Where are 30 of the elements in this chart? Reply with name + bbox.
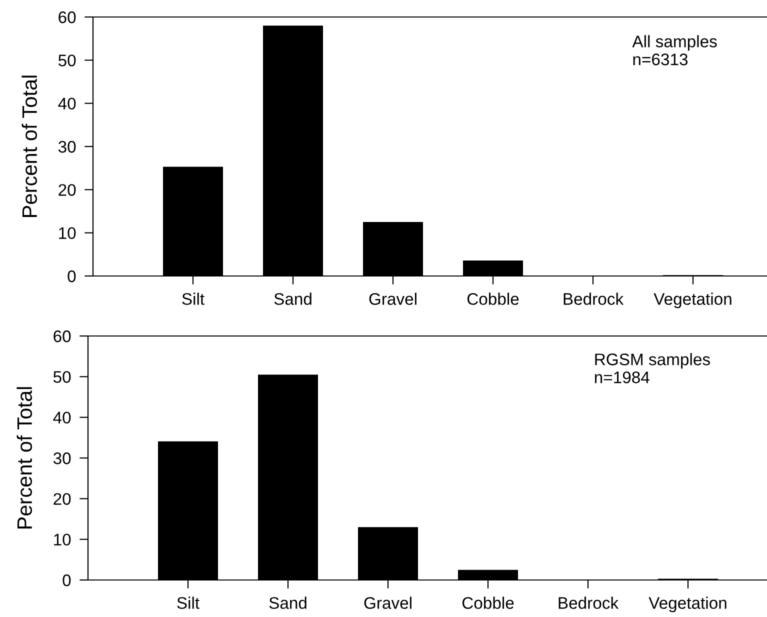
x-tick-label: Gravel: [369, 292, 416, 305]
y-tick-label: 10: [59, 227, 76, 240]
y-tick-label: 20: [54, 493, 71, 505]
y-tick-label: 20: [58, 184, 76, 196]
y-tick-label: 60: [58, 11, 76, 24]
annotation: RGSM samples n=1984: [594, 353, 710, 384]
x-tick-label: Silt: [177, 596, 200, 609]
y-tick-label: 0: [68, 270, 76, 282]
x-tick-label: Bedrock: [558, 596, 619, 609]
x-tick-label: Cobble: [462, 596, 514, 609]
x-tick-label: Bedrock: [564, 292, 624, 305]
y-tick-label: 10: [54, 534, 71, 546]
y-tick-label: 40: [53, 412, 71, 424]
y-tick-label: 30: [58, 140, 76, 153]
y-tick-label: 40: [58, 98, 76, 110]
x-tick-label: Silt: [182, 292, 204, 305]
y-tick-label: 0: [62, 574, 71, 586]
x-tick-label: Sand: [269, 596, 306, 609]
y-axis-title: Percent of Total: [22, 76, 38, 217]
x-tick-label: Sand: [274, 292, 312, 305]
y-tick-label: 60: [54, 330, 71, 342]
x-tick-label: Gravel: [364, 596, 412, 609]
x-tick-label: Cobble: [467, 292, 519, 305]
x-tick-label: Vegetation: [648, 596, 726, 612]
y-tick-label: 50: [53, 371, 71, 383]
y-tick-label: 30: [53, 452, 71, 464]
y-tick-label: 50: [58, 54, 76, 66]
x-tick-label: Vegetation: [654, 292, 732, 308]
y-axis-title: Percent of Total: [16, 387, 32, 528]
annotation: All samples n=6313: [632, 35, 717, 66]
